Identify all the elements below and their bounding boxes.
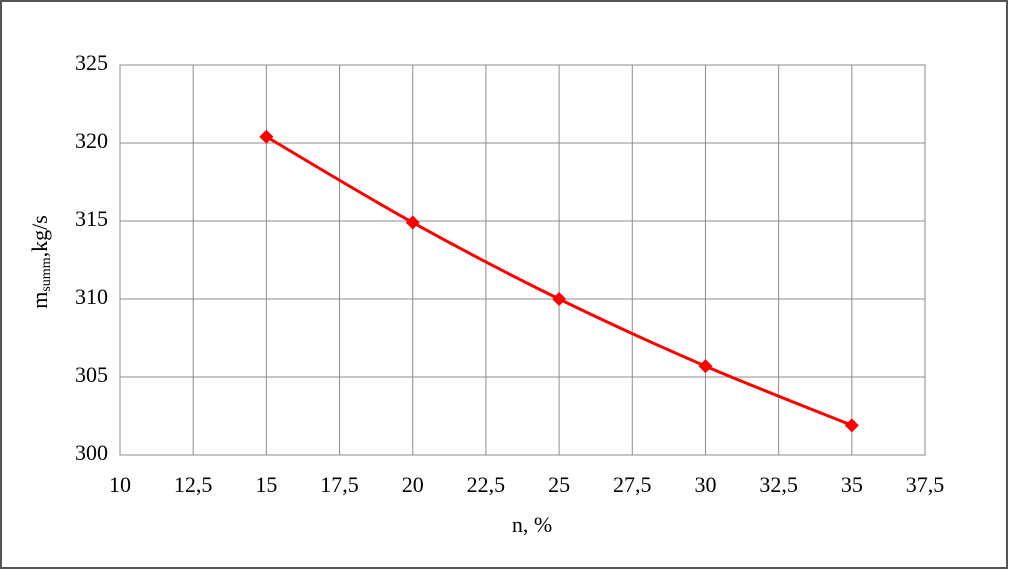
x-tick-label: 37,5 — [906, 472, 945, 497]
data-point — [259, 129, 274, 144]
y-axis-title: msumm,kg/s — [27, 215, 54, 309]
y-axis-title-rest: ,kg/s — [27, 215, 52, 257]
y-tick-label: 300 — [75, 440, 108, 465]
x-tick-label: 35 — [841, 472, 863, 497]
y-tick-label: 320 — [75, 128, 108, 153]
y-axis-title-main: m — [27, 292, 52, 309]
data-point — [552, 292, 567, 306]
x-tick-label: 25 — [548, 472, 570, 497]
x-tick-label: 32,5 — [759, 472, 798, 497]
x-tick-label: 17,5 — [320, 472, 359, 497]
y-tick-label: 315 — [75, 206, 108, 231]
x-tick-label: 15 — [255, 472, 277, 497]
data-point — [698, 359, 713, 374]
plot-area — [119, 64, 926, 456]
x-tick-label: 30 — [694, 472, 716, 497]
x-axis-title: n, % — [512, 512, 552, 537]
y-tick-label: 310 — [75, 284, 108, 309]
y-tick-label: 305 — [75, 362, 108, 387]
x-tick-label: 12,5 — [174, 472, 213, 497]
data-point — [844, 418, 859, 433]
x-tick-label: 22,5 — [467, 472, 506, 497]
x-tick-label: 10 — [109, 472, 131, 497]
x-tick-label: 27,5 — [613, 472, 652, 497]
y-tick-label: 325 — [75, 50, 108, 75]
y-axis-title-sub: summ — [39, 257, 54, 291]
x-tick-label: 20 — [402, 472, 424, 497]
data-point — [405, 215, 420, 230]
